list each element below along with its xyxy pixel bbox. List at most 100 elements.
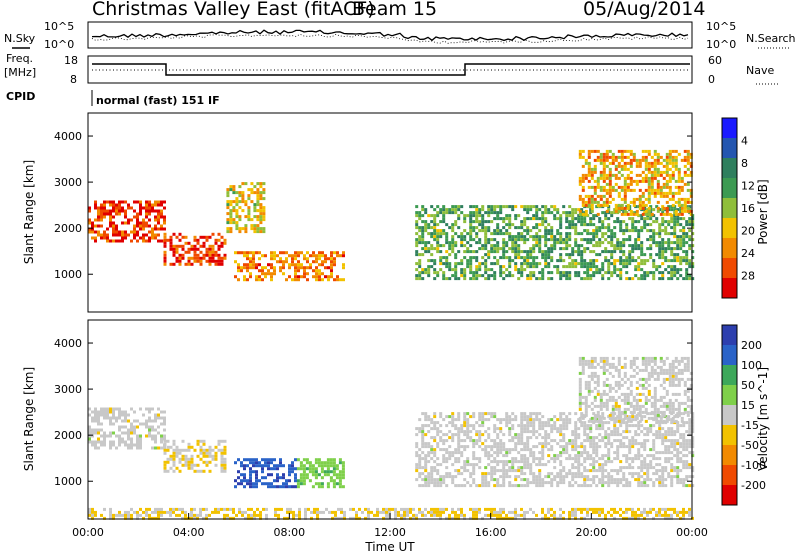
echo-cell	[211, 259, 215, 263]
echo-cell	[646, 259, 650, 263]
echo-cell	[520, 418, 524, 422]
echo-cell	[661, 223, 665, 227]
echo-cell	[535, 211, 539, 215]
echo-cell	[320, 482, 324, 486]
echo-cell	[91, 230, 94, 234]
echo-cell	[629, 158, 633, 162]
echo-cell	[649, 466, 653, 470]
echo-cell	[436, 427, 440, 431]
echo-cell	[253, 513, 256, 517]
echo-cell	[127, 513, 130, 517]
echo-cell	[571, 250, 575, 254]
colorbar-tick-label: 12	[741, 180, 755, 193]
echo-cell	[154, 209, 157, 213]
echo-cell	[671, 164, 675, 168]
echo-cell	[649, 223, 653, 227]
echo-cell	[124, 419, 127, 423]
echo-cell	[617, 410, 621, 414]
colorbar-swatch	[722, 178, 737, 199]
echo-cell	[541, 427, 545, 431]
echo-cell	[121, 419, 124, 423]
echo-cell	[653, 398, 657, 402]
echo-cell	[262, 206, 266, 210]
echo-cell	[673, 220, 677, 224]
echo-cell	[302, 458, 306, 462]
echo-cell	[544, 238, 548, 242]
echo-cell	[589, 217, 593, 221]
echo-cell	[91, 431, 94, 435]
echo-cell	[484, 451, 488, 455]
echo-cell	[139, 209, 142, 213]
colorbar-tick-label: 20	[741, 225, 755, 238]
echo-cell	[686, 197, 690, 201]
echo-cell	[430, 235, 434, 239]
echo-cell	[647, 356, 651, 360]
echo-cell	[130, 239, 133, 243]
echo-cell	[655, 430, 659, 434]
echo-cell	[625, 205, 629, 209]
echo-cell	[121, 233, 124, 237]
echo-cell	[674, 398, 678, 402]
echo-cell	[223, 445, 227, 449]
echo-cell	[670, 484, 674, 488]
echo-cell	[427, 445, 431, 449]
echo-cell	[635, 161, 639, 165]
echo-cell	[418, 457, 422, 461]
echo-cell	[556, 484, 560, 488]
echo-cell	[659, 212, 663, 216]
echo-cell	[508, 247, 512, 251]
echo-cell	[187, 247, 191, 251]
echo-cell	[643, 457, 647, 461]
echo-cell	[109, 513, 112, 517]
echo-cell	[683, 200, 687, 204]
echo-cell	[688, 265, 692, 269]
echo-cell	[267, 461, 270, 465]
echo-cell	[403, 507, 406, 511]
echo-cell	[565, 424, 569, 428]
echo-cell	[601, 220, 605, 224]
echo-cell	[599, 197, 603, 201]
echo-cell	[520, 268, 524, 272]
echo-cell	[580, 277, 584, 281]
echo-cell	[520, 235, 524, 239]
echo-cell	[559, 235, 563, 239]
echo-cell	[626, 401, 630, 405]
echo-cell	[237, 263, 240, 267]
echo-cell	[130, 513, 133, 517]
echo-cell	[187, 460, 191, 464]
echo-cell	[571, 457, 575, 461]
echo-cell	[181, 510, 184, 514]
echo-cell	[583, 211, 587, 215]
echo-cell	[258, 464, 261, 468]
echo-cell	[622, 430, 626, 434]
echo-cell	[118, 437, 121, 441]
echo-cell	[673, 217, 677, 221]
echo-cell	[532, 247, 536, 251]
echo-cell	[601, 466, 605, 470]
echo-cell	[418, 211, 422, 215]
echo-cell	[220, 457, 224, 461]
echo-cell	[376, 513, 379, 517]
echo-cell	[593, 167, 597, 171]
echo-cell	[430, 448, 434, 452]
echo-cell	[421, 451, 425, 455]
echo-cell	[247, 513, 250, 517]
echo-cell	[685, 232, 689, 236]
echo-cell	[457, 436, 461, 440]
echo-cell	[652, 265, 656, 269]
echo-cell	[671, 419, 675, 423]
echo-cell	[634, 430, 638, 434]
echo-cell	[157, 233, 160, 237]
echo-cell	[550, 232, 554, 236]
echo-cell	[644, 209, 648, 213]
echo-cell	[574, 211, 578, 215]
echo-cell	[643, 253, 647, 257]
echo-cell	[578, 419, 582, 423]
echo-cell	[647, 362, 651, 366]
echo-cell	[454, 262, 458, 266]
echo-cell	[514, 460, 518, 464]
echo-cell	[241, 209, 245, 213]
echo-cell	[616, 430, 620, 434]
echo-cell	[595, 205, 599, 209]
velocity-echo-layer	[88, 356, 695, 520]
